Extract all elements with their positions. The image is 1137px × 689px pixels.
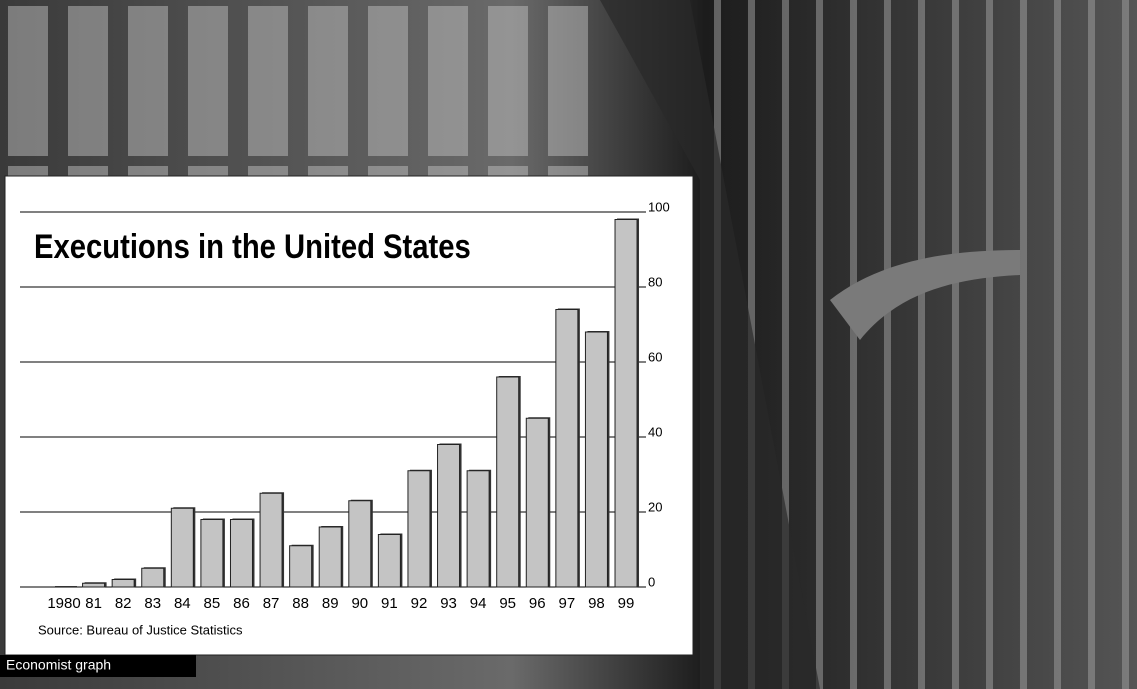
bar xyxy=(111,579,135,588)
bar xyxy=(318,526,342,588)
x-tick-label: 94 xyxy=(470,595,487,612)
y-tick-label: 80 xyxy=(648,274,662,289)
bar xyxy=(437,444,461,588)
bar xyxy=(377,534,401,588)
x-tick-label: 89 xyxy=(322,595,339,612)
bar xyxy=(555,309,579,588)
bar xyxy=(82,582,106,588)
x-tick-label: 88 xyxy=(292,595,309,612)
title-backing xyxy=(22,222,588,274)
x-tick-label: 95 xyxy=(499,595,516,612)
x-tick-label: 96 xyxy=(529,595,546,612)
x-tick-label: 91 xyxy=(381,595,398,612)
x-tick-label: 98 xyxy=(588,595,605,612)
y-tick-label: 20 xyxy=(648,499,662,514)
x-tick-label: 87 xyxy=(263,595,280,612)
bar xyxy=(348,500,372,588)
bar xyxy=(229,519,253,588)
bar xyxy=(525,417,549,588)
chart: 0 20 40 60 80 100 1980 81 82 83 84 85 86 87 88 89 90 91 92… xyxy=(20,199,670,612)
x-tick-label: 99 xyxy=(618,595,635,612)
x-tick-label: 93 xyxy=(440,595,457,612)
y-tick-label: 60 xyxy=(648,349,662,364)
bar xyxy=(496,376,520,588)
bar xyxy=(170,507,194,588)
caption: Economist graph xyxy=(6,657,111,673)
bar xyxy=(407,470,431,588)
y-tick-label: 0 xyxy=(648,574,655,589)
x-tick-label: 83 xyxy=(144,595,161,612)
y-tick-label: 40 xyxy=(648,424,662,439)
bar xyxy=(289,545,313,588)
source-note: Source: Bureau of Justice Statistics xyxy=(38,622,243,637)
x-tick-label: 1980 xyxy=(47,595,80,612)
bar xyxy=(141,567,165,588)
y-tick-label: 100 xyxy=(648,199,670,214)
bar xyxy=(200,519,224,588)
x-tick-label: 82 xyxy=(115,595,132,612)
x-tick-label: 81 xyxy=(85,595,102,612)
x-tick-label: 92 xyxy=(411,595,428,612)
x-tick-label: 84 xyxy=(174,595,191,612)
x-tick-label: 97 xyxy=(559,595,576,612)
x-tick-label: 85 xyxy=(204,595,221,612)
bar xyxy=(584,331,608,588)
chart-title: Executions in the United States xyxy=(34,227,471,266)
bar xyxy=(466,470,490,588)
bar xyxy=(614,219,638,588)
x-tick-label: 86 xyxy=(233,595,250,612)
bar-shadow xyxy=(55,586,77,587)
bar xyxy=(259,492,283,588)
x-tick-label: 90 xyxy=(351,595,368,612)
caption-box xyxy=(0,655,196,677)
